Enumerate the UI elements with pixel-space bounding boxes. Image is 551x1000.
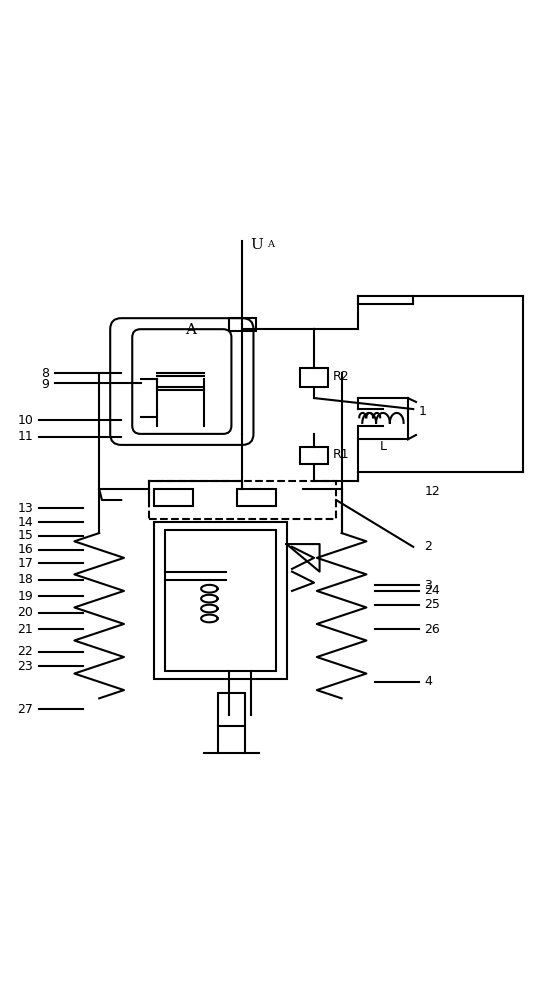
Text: A: A [267, 240, 274, 249]
Bar [149, 481, 336, 519]
Text: 1: 1 [419, 405, 426, 418]
Text: R2: R2 [332, 370, 349, 383]
Bar [237, 489, 276, 506]
Text: R1: R1 [332, 448, 349, 461]
Bar [229, 318, 256, 331]
Text: 2: 2 [424, 540, 432, 553]
Text: 20: 20 [17, 606, 33, 619]
Text: 18: 18 [17, 573, 33, 586]
Text: 26: 26 [424, 623, 440, 636]
Text: 24: 24 [424, 584, 440, 597]
Text: 3: 3 [424, 579, 432, 592]
Bar [165, 530, 276, 671]
Text: 8: 8 [41, 367, 50, 380]
Text: 16: 16 [17, 543, 33, 556]
Text: 10: 10 [17, 414, 33, 427]
Text: 12: 12 [424, 485, 440, 498]
Bar [300, 368, 328, 387]
Text: 25: 25 [424, 598, 440, 611]
Text: 27: 27 [17, 703, 33, 716]
Bar [154, 522, 287, 679]
Text: 11: 11 [17, 430, 33, 443]
Text: 17: 17 [17, 557, 33, 570]
Text: 22: 22 [17, 645, 33, 658]
Text: 14: 14 [17, 516, 33, 529]
Bar [154, 489, 193, 506]
Text: 21: 21 [17, 623, 33, 636]
Text: A: A [185, 323, 196, 337]
Text: 19: 19 [17, 590, 33, 603]
Text: 13: 13 [17, 502, 33, 515]
Text: L: L [380, 440, 386, 453]
Text: 4: 4 [424, 675, 432, 688]
Bar [218, 693, 245, 726]
Text: 23: 23 [17, 660, 33, 673]
Text: 15: 15 [17, 529, 33, 542]
Text: 9: 9 [42, 378, 50, 391]
Text: U: U [251, 238, 263, 252]
Bar [300, 447, 328, 464]
